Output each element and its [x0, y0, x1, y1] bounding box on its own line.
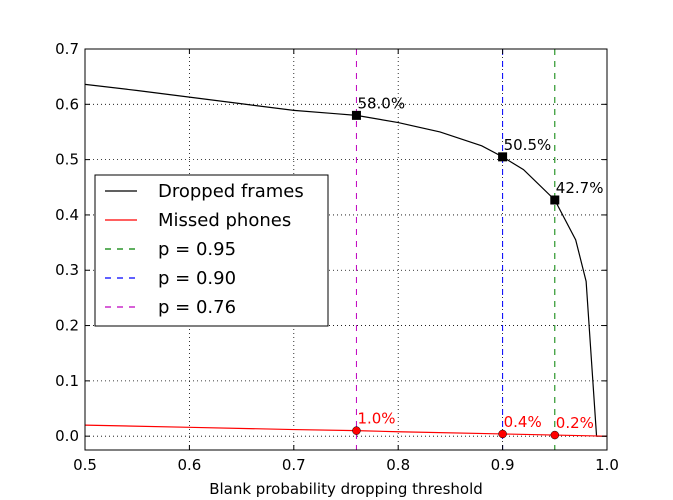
series-layer — [85, 49, 607, 450]
legend-label: p = 0.90 — [158, 268, 236, 289]
marker-square — [351, 110, 361, 120]
legend-label: Missed phones — [158, 210, 291, 231]
x-tick-label: 0.5 — [73, 456, 97, 474]
y-tick-label: 0.1 — [55, 372, 79, 390]
y-tick-label: 0.6 — [55, 95, 79, 113]
marker-circle — [498, 429, 507, 439]
x-tick-label: 0.8 — [386, 456, 410, 474]
x-axis-title: Blank probability dropping threshold — [209, 480, 483, 498]
data-label: 0.4% — [504, 413, 542, 431]
data-label: 58.0% — [357, 94, 405, 112]
y-tick-label: 0.4 — [55, 206, 79, 224]
x-tick-label: 0.9 — [491, 456, 515, 474]
legend-label: p = 0.76 — [158, 297, 236, 318]
marker-circle — [352, 426, 361, 435]
plot-frame — [84, 48, 608, 451]
data-label: 42.7% — [556, 179, 604, 197]
legend-label: Dropped frames — [158, 181, 304, 202]
legend-label: p = 0.95 — [158, 239, 236, 260]
x-tick-label: 0.6 — [177, 456, 201, 474]
legend-box — [94, 174, 329, 327]
data-label: 50.5% — [504, 136, 552, 154]
marker-circle — [550, 430, 560, 440]
y-tick-label: 0.5 — [55, 151, 79, 169]
marker-layer — [351, 110, 560, 440]
marker-square — [550, 195, 560, 205]
y-tick-label: 0.0 — [55, 427, 79, 445]
x-tick-label: 1.0 — [595, 456, 619, 474]
series-line-dropped-frames — [85, 83, 607, 437]
y-tick-label: 0.2 — [55, 317, 79, 335]
data-label: 1.0% — [357, 410, 395, 428]
series-line-missed-phones — [85, 424, 607, 437]
y-tick-label: 0.7 — [55, 40, 79, 58]
y-tick-label: 0.3 — [55, 261, 79, 279]
marker-square — [498, 152, 508, 162]
legend: Dropped frames Missed phones p = 0.95 p = 0… — [94, 174, 329, 327]
x-tick-label: 0.7 — [282, 456, 306, 474]
annotation-layer: 58.0% 50.5% 42.7% 1.0% 0.4% 0.2% — [357, 94, 603, 432]
data-label: 0.2% — [556, 414, 594, 432]
tick-layer: 0.5 0.6 0.7 0.8 0.9 1.0 0.0 0.1 0.2 0.3 0.4 0.5 0.6 0… — [55, 40, 619, 474]
